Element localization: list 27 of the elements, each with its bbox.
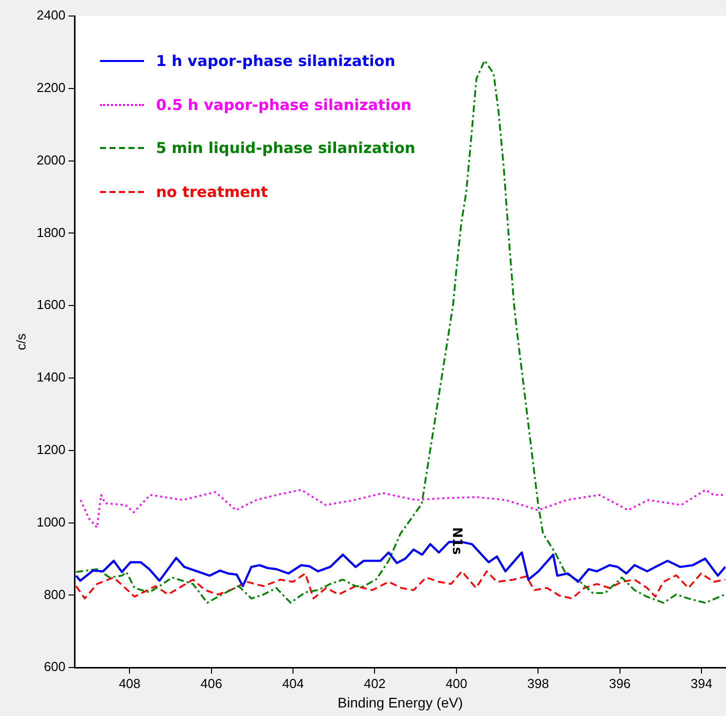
line-series [80, 488, 726, 528]
x-axis-title: Binding Energy (eV) [338, 694, 463, 710]
y-tick-label: 800 [44, 586, 66, 602]
y-tick-label: 1800 [36, 224, 66, 240]
legend-label: 5 min liquid-phase silanization [156, 139, 416, 157]
x-tick-label: 396 [608, 676, 631, 691]
y-tick-label: 1400 [36, 370, 66, 385]
y-tick-label: 2200 [36, 80, 66, 95]
annotation: N1s [449, 527, 464, 555]
x-tick-label: 394 [690, 676, 712, 691]
y-tick-label: 1600 [36, 297, 66, 312]
legend-label: no treatment [156, 182, 268, 200]
y-tick-label: 2400 [36, 8, 66, 23]
x-tick-label: 400 [446, 676, 468, 691]
x-tick-label: 404 [282, 676, 304, 691]
x-tick-label: 402 [364, 676, 386, 691]
x-tick-label: 408 [118, 676, 141, 691]
y-axis-title: c/s [13, 333, 28, 350]
x-tick-label: 398 [527, 676, 549, 691]
y-tick-label: 2000 [36, 152, 66, 168]
y-tick-label: 600 [44, 659, 66, 674]
legend-label: 0.5 h vapor-phase silanization [156, 96, 412, 114]
y-tick-label: 1200 [36, 442, 66, 457]
y-tick-label: 1000 [36, 514, 66, 530]
line-series [75, 570, 726, 600]
legend-label: 1 h vapor-phase silanization [156, 52, 396, 70]
x-tick-label: 406 [200, 676, 222, 691]
